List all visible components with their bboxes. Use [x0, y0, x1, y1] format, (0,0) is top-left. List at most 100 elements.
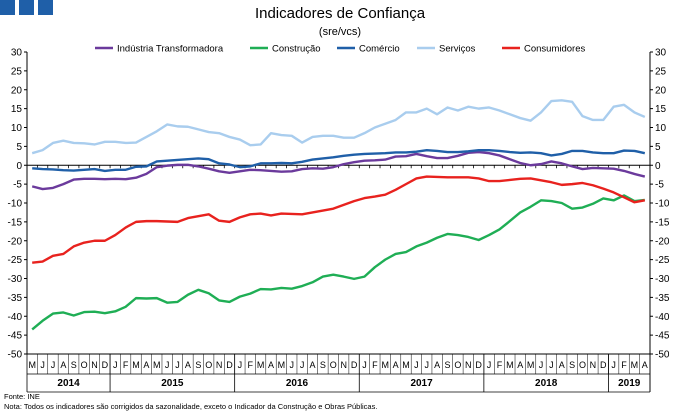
month-label: J [487, 360, 492, 370]
month-label: A [517, 360, 523, 370]
month-label: O [330, 360, 337, 370]
month-label: S [569, 360, 575, 370]
y-tick-label-left: -25 [8, 255, 23, 266]
logo-square-2 [19, 0, 34, 15]
month-label: O [81, 360, 88, 370]
footnote: Nota: Todos os indicadores são corrigido… [4, 402, 377, 411]
month-label: D [226, 360, 233, 370]
y-tick-label-right: 0 [655, 161, 661, 172]
year-label: 2016 [286, 378, 309, 389]
logo-square-3 [38, 0, 53, 15]
month-label: J [300, 360, 305, 370]
month-label: J [425, 360, 430, 370]
month-label: A [60, 360, 66, 370]
month-label: N [465, 360, 472, 370]
series-line [32, 148, 646, 173]
year-label: 2017 [410, 378, 433, 389]
month-label: N [590, 360, 597, 370]
month-label: F [497, 360, 503, 370]
month-label: J [113, 360, 118, 370]
y-tick-label-left: -40 [8, 312, 23, 323]
month-label: S [445, 360, 451, 370]
month-label: O [205, 360, 212, 370]
month-label: M [527, 360, 535, 370]
month-label: J [290, 360, 295, 370]
month-label: N [340, 360, 347, 370]
y-tick-label-left: -20 [8, 236, 23, 247]
y-tick-label-right: 20 [655, 85, 667, 96]
series-line [32, 175, 646, 264]
y-tick-label-left: 15 [11, 104, 23, 115]
month-label: N [91, 360, 98, 370]
y-tick-label-right: 25 [655, 66, 667, 77]
month-label: F [621, 360, 627, 370]
y-tick-label-right: -5 [655, 180, 664, 191]
chart-title: Indicadores de Confiança [255, 5, 426, 22]
legend-label: Construção [272, 44, 321, 55]
month-label: F [247, 360, 253, 370]
month-label: J [414, 360, 419, 370]
y-tick-label-right: -30 [655, 274, 670, 285]
month-label: S [195, 360, 201, 370]
month-label: J [539, 360, 544, 370]
y-tick-label-left: -30 [8, 274, 23, 285]
month-label: A [642, 360, 648, 370]
chart-subtitle: (sre/vcs) [319, 26, 361, 38]
y-tick-label-right: -25 [655, 255, 670, 266]
series-line [31, 194, 645, 331]
month-label: A [185, 360, 191, 370]
month-label: M [153, 360, 161, 370]
legend-label: Consumidores [524, 44, 585, 55]
month-label: J [165, 360, 170, 370]
month-label: M [28, 360, 36, 370]
y-tick-label-right: -50 [655, 350, 670, 361]
y-tick-label-left: -50 [8, 350, 23, 361]
month-label: D [475, 360, 482, 370]
month-label: S [320, 360, 326, 370]
y-tick-label-right: -15 [655, 217, 670, 228]
month-label: N [216, 360, 223, 370]
y-tick-label-right: -10 [655, 199, 670, 210]
month-label: D [600, 360, 607, 370]
y-tick-label-right: -45 [655, 331, 670, 342]
source-note: Fonte: INE [4, 392, 40, 401]
month-label: A [559, 360, 565, 370]
y-tick-label-left: 10 [11, 123, 23, 134]
y-tick-label-left: 0 [16, 161, 22, 172]
month-label: A [434, 360, 440, 370]
y-tick-label-right: -20 [655, 236, 670, 247]
y-tick-label-right: -40 [655, 312, 670, 323]
month-label: M [631, 360, 639, 370]
year-label: 2015 [161, 378, 184, 389]
y-tick-label-right: 30 [655, 48, 667, 59]
legend: Indústria Transformadora Construção Comérc… [95, 44, 585, 55]
month-label: D [351, 360, 358, 370]
y-tick-label-right: 10 [655, 123, 667, 134]
y-tick-label-left: -45 [8, 331, 23, 342]
month-label: J [549, 360, 554, 370]
series-lines [31, 99, 646, 331]
y-tick-label-right: -35 [655, 293, 670, 304]
month-label: D [102, 360, 109, 370]
legend-label: Comércio [359, 44, 400, 55]
month-label: M [132, 360, 140, 370]
year-label: 2018 [535, 378, 558, 389]
month-label: J [611, 360, 616, 370]
month-label: F [123, 360, 129, 370]
y-tick-label-left: 5 [16, 142, 22, 153]
y-tick-label-left: -15 [8, 217, 23, 228]
y-tick-label-left: 25 [11, 66, 23, 77]
month-label: J [362, 360, 367, 370]
month-label: S [71, 360, 77, 370]
month-label: A [393, 360, 399, 370]
y-tick-label-right: 5 [655, 142, 661, 153]
month-label: J [175, 360, 180, 370]
y-tick-label-left: 30 [11, 48, 23, 59]
month-label: O [579, 360, 586, 370]
y-tick-label-left: -10 [8, 199, 23, 210]
legend-label: Serviços [439, 44, 476, 55]
legend-label: Indústria Transformadora [117, 44, 224, 55]
month-label: J [238, 360, 243, 370]
